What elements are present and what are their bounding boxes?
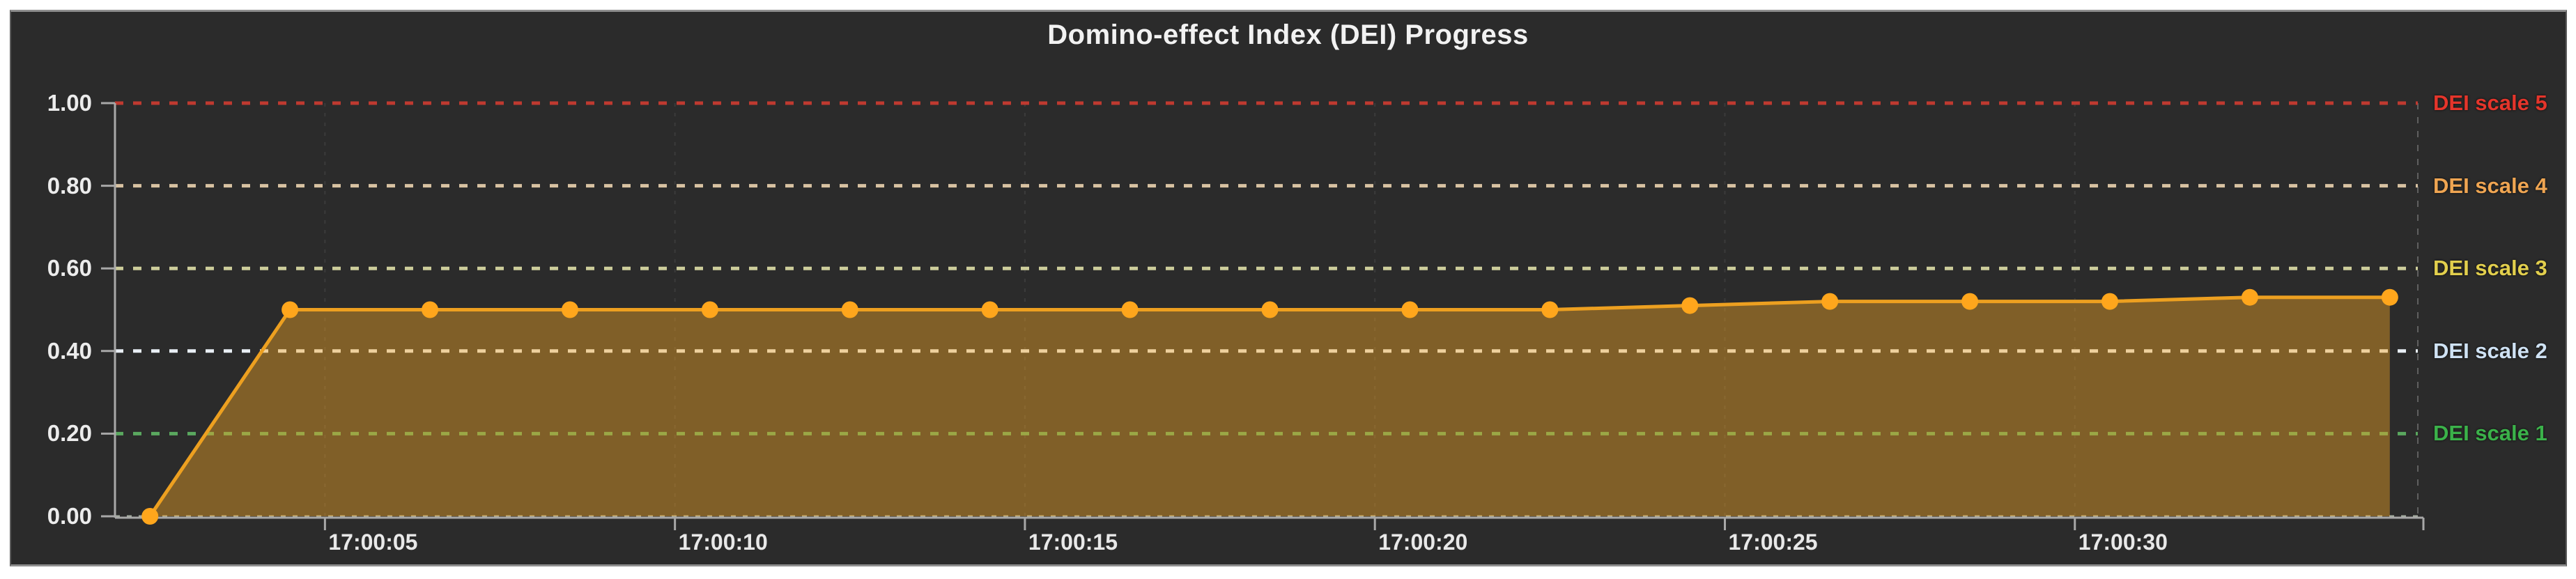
data-point[interactable] bbox=[981, 301, 998, 318]
chart-title: Domino-effect Index (DEI) Progress bbox=[1047, 20, 1529, 50]
dei-area-fill bbox=[150, 297, 2390, 516]
data-point[interactable] bbox=[1121, 301, 1139, 318]
data-point[interactable] bbox=[1961, 293, 1979, 310]
data-point[interactable] bbox=[1821, 293, 1839, 310]
data-point[interactable] bbox=[2241, 288, 2258, 306]
chart-panel bbox=[10, 10, 2567, 566]
data-point[interactable] bbox=[701, 301, 718, 318]
data-point[interactable] bbox=[141, 508, 159, 525]
data-point[interactable] bbox=[1261, 301, 1279, 318]
data-point[interactable] bbox=[281, 301, 299, 318]
data-point[interactable] bbox=[1401, 301, 1419, 318]
data-point[interactable] bbox=[422, 301, 439, 318]
data-point[interactable] bbox=[1681, 297, 1699, 314]
data-point[interactable] bbox=[561, 301, 578, 318]
data-point[interactable] bbox=[2381, 288, 2398, 306]
data-point[interactable] bbox=[2101, 293, 2118, 310]
data-point[interactable] bbox=[841, 301, 858, 318]
data-point[interactable] bbox=[1541, 301, 1559, 318]
